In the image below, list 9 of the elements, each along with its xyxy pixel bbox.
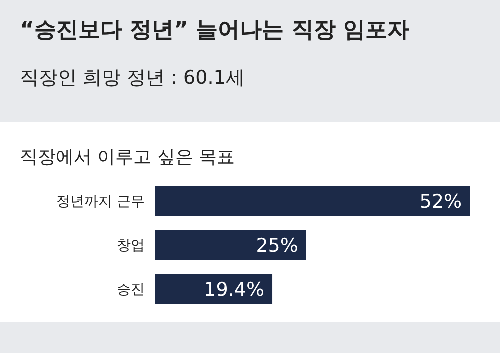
chart-subtitle: 직장인 희망 정년 : 60.1세	[20, 67, 245, 89]
data-label: 19.4%	[204, 279, 265, 301]
data-label: 25%	[256, 235, 298, 257]
y-tick-label: 창업	[117, 238, 145, 254]
data-label: 52%	[420, 191, 462, 213]
chart-title: “승진보다 정년” 늘어나는 직장 임포자	[20, 18, 410, 43]
text: 직장에서 이루고 싶은 목표	[20, 147, 236, 168]
y-tick-label: 정년까지 근무	[56, 194, 145, 210]
y-tick-label: 승진	[117, 282, 145, 298]
